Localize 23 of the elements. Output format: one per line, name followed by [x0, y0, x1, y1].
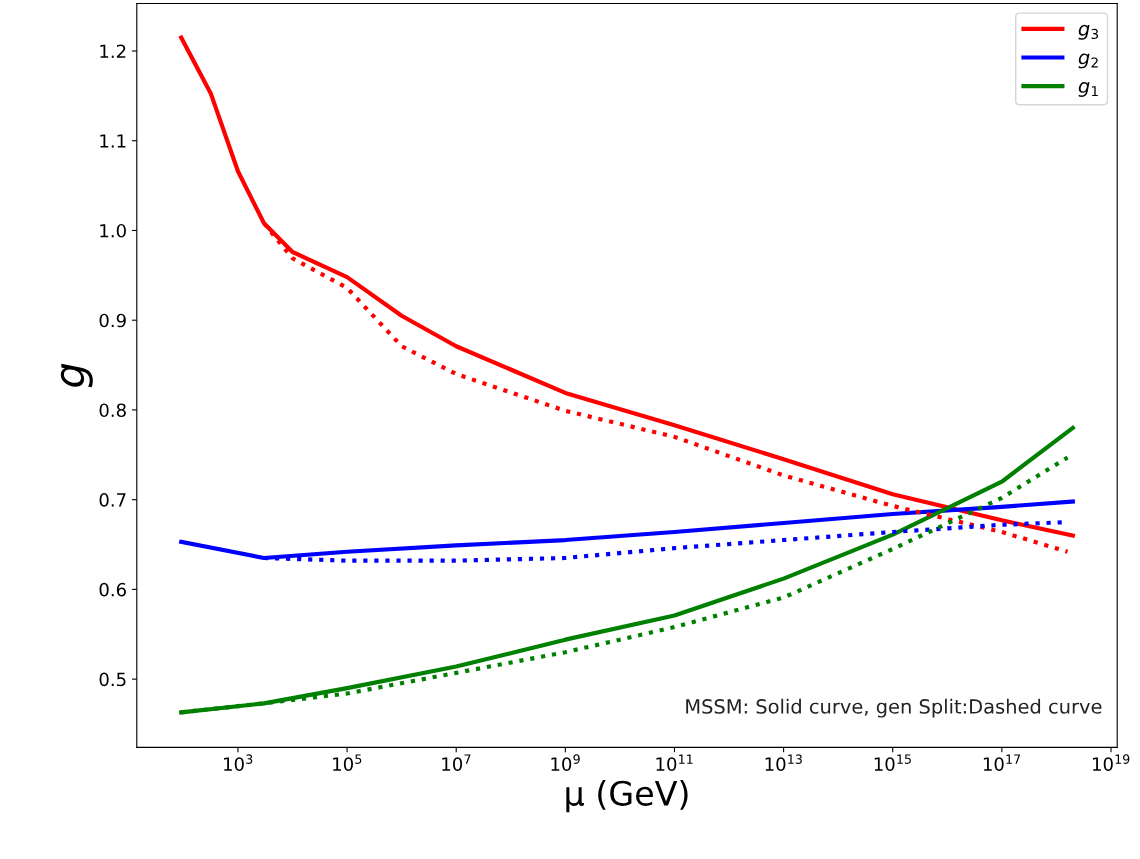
- x-tick-label: 10$^{5}$: [333, 754, 362, 771]
- x-tick-label: 10$^{17}$: [983, 754, 1021, 771]
- y-axis-title: g: [60, 363, 93, 388]
- x-tick-label: 10$^{15}$: [874, 754, 911, 771]
- x-tick-label: 10$^{3}$: [224, 754, 253, 771]
- x-tick-label: 10$^{13}$: [765, 754, 802, 771]
- legend-label: g$_{3}$: [1078, 24, 1099, 40]
- annotation: MSSM: Solid curve, gen Split:Dashed curve: [686, 698, 1102, 718]
- x-tick-label: 10$^{9}$: [551, 754, 580, 771]
- y-tick-label: 0.7: [99, 493, 126, 507]
- x-tick-label: 10$^{19}$: [1093, 754, 1130, 771]
- y-tick-label: 0.6: [99, 582, 126, 597]
- y-tick-label: 1.2: [100, 44, 126, 58]
- y-tick-label: 0.8: [99, 403, 126, 418]
- y-tick-label: 0.9: [99, 313, 126, 328]
- y-tick-label: 1.1: [100, 134, 126, 148]
- y-tick-label: 1.0: [100, 223, 126, 238]
- x-tick-label: 10$^{11}$: [656, 754, 693, 771]
- legend-label: g$_{1}$: [1078, 81, 1098, 97]
- x-axis-title: μ (GeV): [566, 780, 688, 813]
- legend-label: g$_{2}$: [1078, 53, 1098, 69]
- y-tick-label: 0.5: [99, 672, 126, 687]
- x-tick-label: 10$^{7}$: [442, 754, 471, 771]
